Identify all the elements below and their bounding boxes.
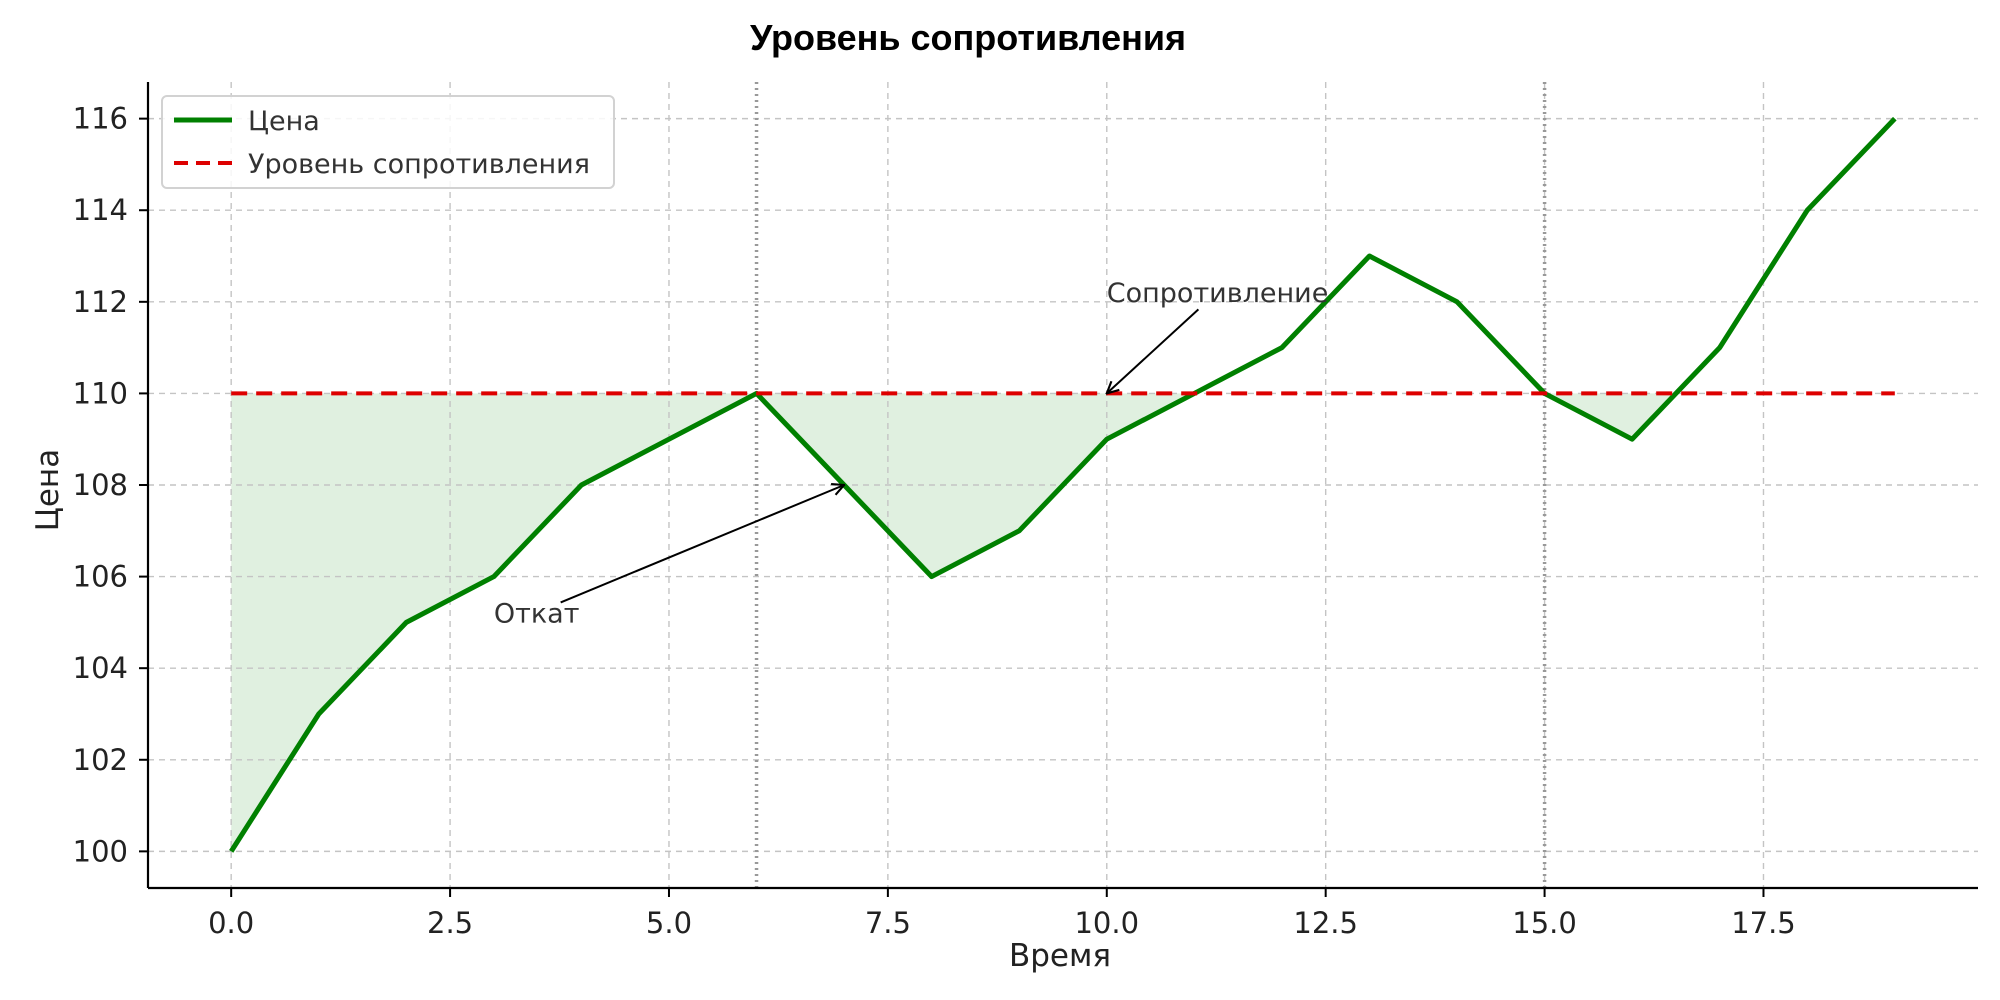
annotation-arrow (1107, 308, 1200, 393)
x-axis-label: Время (1009, 938, 1111, 974)
y-tick-label: 104 (73, 651, 128, 685)
legend-box (161, 95, 615, 189)
x-tick-label: 5.0 (646, 906, 692, 940)
y-tick-label: 100 (73, 834, 128, 868)
price-line (229, 116, 1897, 853)
legend-label: Уровень сопротивления (248, 149, 590, 180)
y-tick-label: 108 (73, 468, 128, 502)
axes-layer: 0.0 2.5 5.0 7.5 10.0 12.5 15.0 17.5 100 102 104 106… (73, 82, 1978, 940)
x-tick-label: 10.0 (1074, 906, 1139, 940)
x-tick-label: 2.5 (427, 906, 473, 940)
fill-layer (231, 393, 1676, 852)
x-tick-label: 7.5 (865, 906, 911, 940)
y-tick-label: 112 (73, 285, 128, 319)
annotation-label: Сопротивление (1107, 278, 1329, 309)
y-tick-label: 102 (73, 743, 128, 777)
fill-region (231, 393, 1195, 852)
series-layer (229, 116, 1897, 853)
x-tick-label: 12.5 (1293, 906, 1358, 940)
y-tick-label: 106 (73, 560, 128, 594)
x-tick-label: 17.5 (1731, 906, 1796, 940)
x-tick-label: 15.0 (1512, 906, 1577, 940)
y-tick-label: 110 (73, 376, 128, 410)
y-axis-label: Цена (30, 449, 66, 531)
legend: Цена Уровень сопротивления (161, 95, 615, 189)
chart-title: Уровень сопротивления (750, 17, 1186, 58)
annotation-label: Откат (494, 598, 580, 629)
legend-label: Цена (248, 106, 320, 137)
y-tick-label: 116 (73, 102, 128, 136)
x-tick-label: 0.0 (208, 906, 254, 940)
annotation-arrow (560, 485, 844, 604)
y-tick-label: 114 (73, 193, 128, 227)
vertical-lines-layer (754, 82, 1547, 888)
annotations-layer: Сопротивление Откат (494, 278, 1328, 630)
